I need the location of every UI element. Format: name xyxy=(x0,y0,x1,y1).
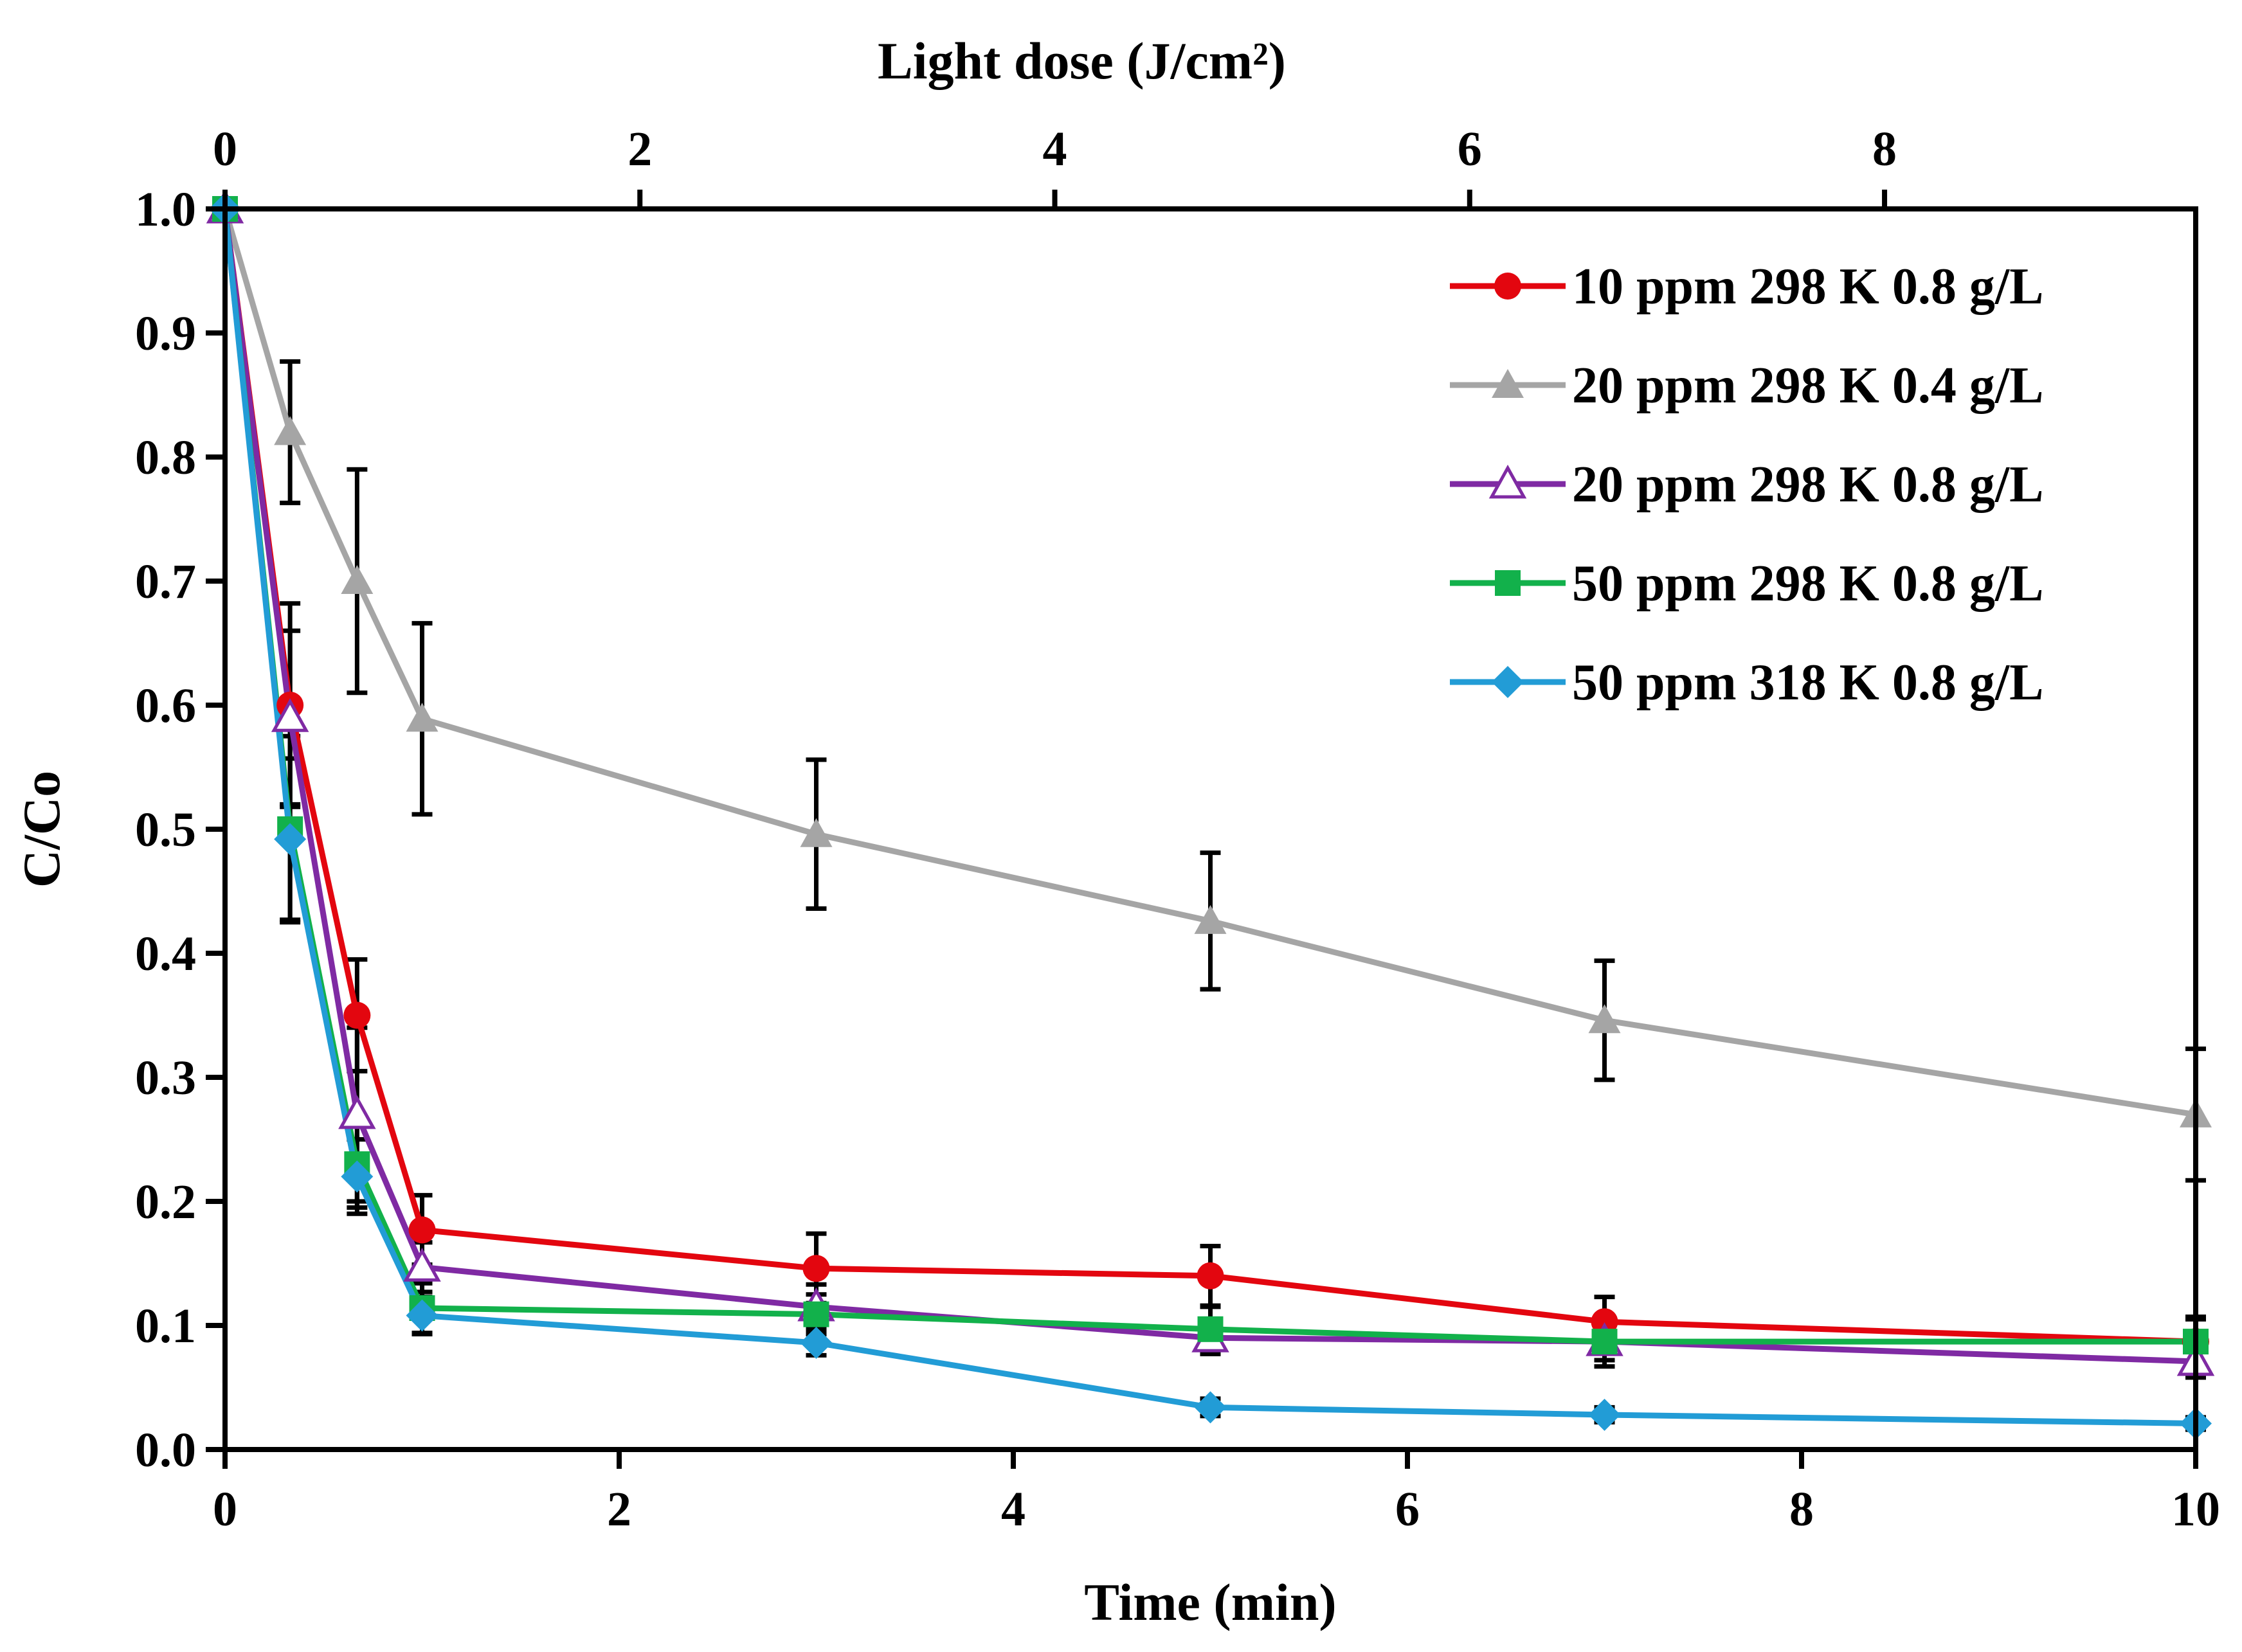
x-tick-label: 10 xyxy=(2171,1482,2220,1536)
y-tick-label: 1.0 xyxy=(135,183,196,237)
bottom-x-axis-ticks: 0 2 4 6 8 10 xyxy=(213,1450,2220,1536)
data-point xyxy=(1197,1316,1224,1342)
top-x-axis-ticks: 0 2 4 6 8 xyxy=(213,122,1897,209)
top-x-tick-label: 6 xyxy=(1458,122,1482,176)
y-axis-title: C/Co xyxy=(12,771,71,888)
y-tick-label: 0.8 xyxy=(135,431,196,485)
series-lines xyxy=(222,208,2196,1426)
y-tick-label: 0.0 xyxy=(135,1423,196,1477)
data-point xyxy=(341,1160,374,1193)
data-point xyxy=(338,1095,376,1129)
x-tick-label: 4 xyxy=(1001,1482,1026,1536)
y-tick-label: 0.3 xyxy=(135,1051,196,1105)
data-point xyxy=(406,703,438,732)
data-point xyxy=(406,1299,438,1332)
data-point xyxy=(408,1216,436,1244)
top-x-tick-label: 2 xyxy=(628,122,652,176)
legend-label: 20 ppm 298 K 0.4 g/L xyxy=(1572,357,2043,414)
legend-marker xyxy=(1494,273,1521,300)
y-axis-ticks: 0.0 0.1 0.2 0.3 0.4 0.5 0.6 0.7 0.8 0.9 1.0 xyxy=(135,183,225,1477)
data-point xyxy=(343,1001,371,1029)
x-tick-label: 6 xyxy=(1395,1482,1420,1536)
series-line-0 xyxy=(222,208,2196,1345)
legend-marker xyxy=(1495,570,1521,596)
y-tick-label: 0.5 xyxy=(135,803,196,857)
data-point xyxy=(1197,1262,1224,1289)
data-point xyxy=(800,818,833,847)
data-point xyxy=(800,1327,833,1360)
x-tick-label: 2 xyxy=(607,1482,631,1536)
data-point xyxy=(341,565,374,594)
x-tick-label: 8 xyxy=(1789,1482,1814,1536)
x-axis-title: Time (min) xyxy=(1084,1573,1337,1631)
data-point xyxy=(274,823,307,856)
y-tick-label: 0.9 xyxy=(135,307,196,361)
data-point xyxy=(1588,1398,1621,1431)
y-tick-label: 0.6 xyxy=(135,679,196,733)
data-point xyxy=(403,1248,441,1282)
legend-marker xyxy=(1492,666,1524,698)
data-point xyxy=(1194,904,1227,934)
y-tick-label: 0.1 xyxy=(135,1299,196,1353)
y-tick-label: 0.2 xyxy=(135,1175,196,1229)
data-point xyxy=(1591,1308,1618,1336)
legend-label: 50 ppm 318 K 0.8 g/L xyxy=(1572,654,2043,711)
data-point xyxy=(1591,1329,1618,1355)
data-point xyxy=(803,1301,829,1327)
top-x-tick-label: 4 xyxy=(1043,122,1067,176)
series-line-4 xyxy=(222,208,2196,1426)
legend-marker xyxy=(1492,369,1524,398)
data-point xyxy=(271,698,309,732)
legend: 10 ppm 298 K 0.8 g/L 20 ppm 298 K 0.4 g/L… xyxy=(1450,258,2043,711)
legend-label: 20 ppm 298 K 0.8 g/L xyxy=(1572,456,2043,513)
legend-label: 10 ppm 298 K 0.8 g/L xyxy=(1572,258,2043,315)
data-point xyxy=(1588,1004,1621,1034)
y-tick-label: 0.7 xyxy=(135,555,196,609)
top-x-axis-title: Light dose (J/cm²) xyxy=(878,31,1286,90)
data-point xyxy=(274,416,307,445)
legend-marker xyxy=(1488,464,1527,499)
data-point xyxy=(802,1255,830,1282)
y-tick-label: 0.4 xyxy=(135,927,196,981)
x-tick-label: 0 xyxy=(213,1482,237,1536)
series-line-1 xyxy=(222,208,2196,1118)
top-x-tick-label: 0 xyxy=(213,122,237,176)
top-x-tick-label: 8 xyxy=(1872,122,1897,176)
legend-label: 50 ppm 298 K 0.8 g/L xyxy=(1572,555,2043,612)
data-point xyxy=(1194,1391,1227,1424)
